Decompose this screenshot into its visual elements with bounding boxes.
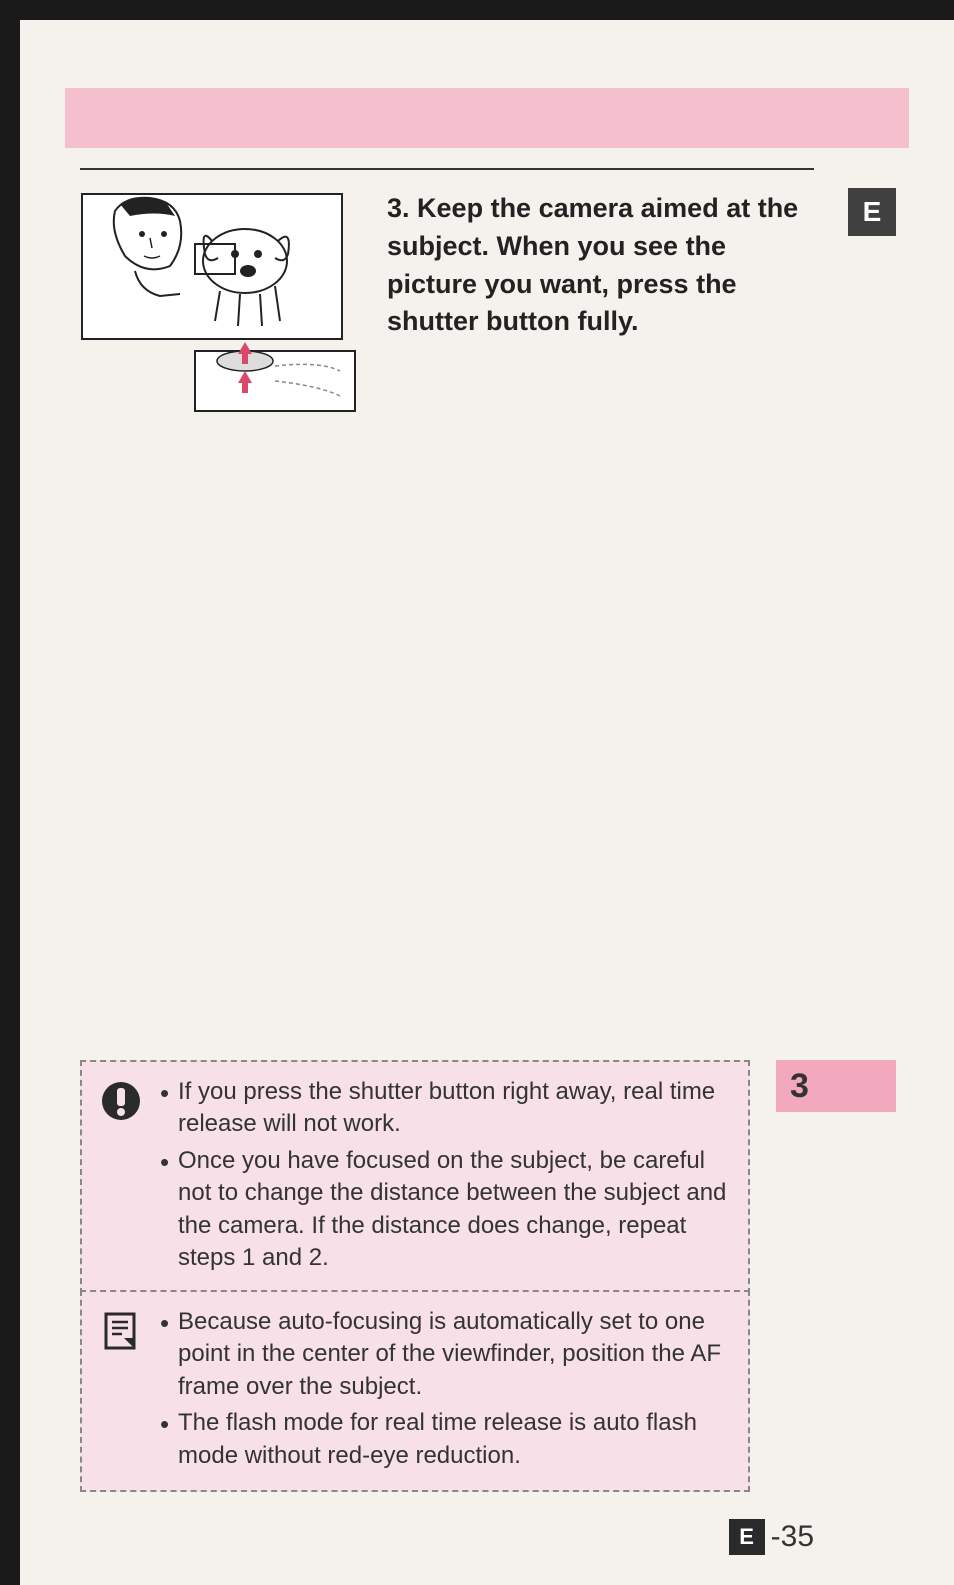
section-badge-text: 3 — [790, 1067, 809, 1106]
footer-language-badge: E — [729, 1519, 765, 1555]
header-banner — [65, 88, 909, 148]
section-badge: 3 — [776, 1060, 896, 1112]
footer-e-text: E — [739, 1524, 754, 1550]
page-footer: E -35 — [729, 1519, 814, 1555]
language-badge: E — [848, 188, 896, 236]
instruction-text: 3. Keep the camera aimed at the subject.… — [387, 190, 814, 416]
info-item: Because auto-focusing is automatically s… — [160, 1306, 730, 1403]
instruction-row: 3. Keep the camera aimed at the subject.… — [80, 168, 814, 416]
language-badge-text: E — [863, 196, 882, 228]
warning-icon — [100, 1080, 142, 1122]
camera-illustration — [80, 186, 365, 416]
warning-content: If you press the shutter button right aw… — [160, 1076, 730, 1278]
warning-note-box: If you press the shutter button right aw… — [80, 1060, 750, 1294]
info-note-box: Because auto-focusing is automatically s… — [80, 1290, 750, 1492]
warning-item: Once you have focused on the subject, be… — [160, 1145, 730, 1275]
page-number: -35 — [771, 1520, 814, 1554]
note-icon — [100, 1310, 142, 1352]
instruction-body: Keep the camera aimed at the subject. Wh… — [387, 193, 798, 336]
step-number: 3. — [387, 193, 410, 223]
warning-item: If you press the shutter button right aw… — [160, 1076, 730, 1141]
info-content: Because auto-focusing is automatically s… — [160, 1306, 730, 1476]
info-item: The flash mode for real time release is … — [160, 1407, 730, 1472]
